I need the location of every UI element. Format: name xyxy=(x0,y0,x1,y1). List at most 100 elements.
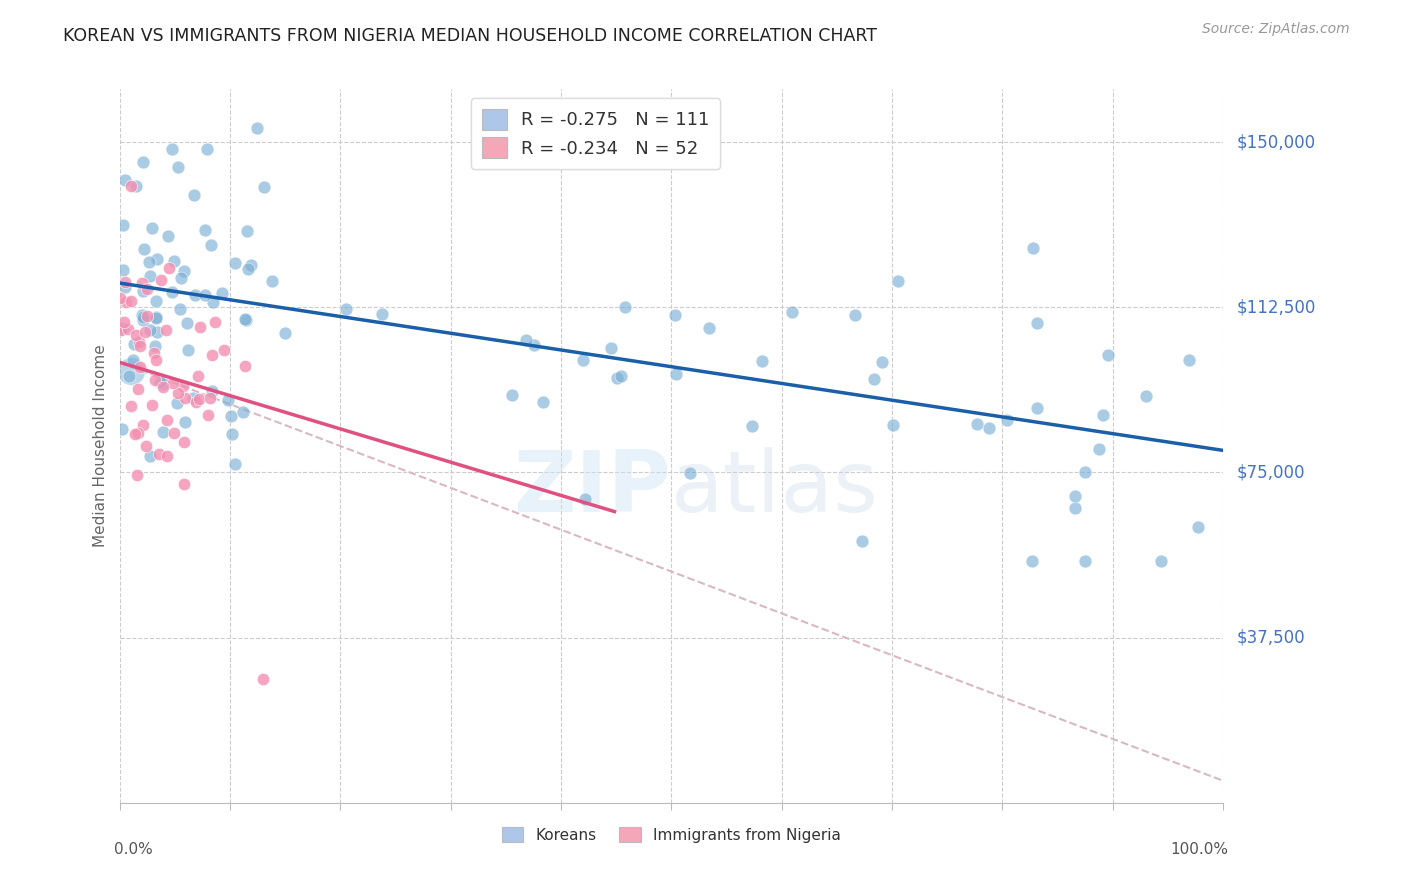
Point xyxy=(574,491,596,506)
Point xyxy=(132,284,155,298)
Point xyxy=(162,376,184,390)
Point xyxy=(212,343,235,357)
Point xyxy=(146,252,169,266)
Point xyxy=(152,425,174,440)
Point xyxy=(141,398,163,412)
Point xyxy=(163,254,186,268)
Point xyxy=(188,320,211,334)
Point xyxy=(1178,353,1201,368)
Point xyxy=(127,426,149,441)
Point xyxy=(246,121,269,136)
Point xyxy=(139,323,162,337)
Point xyxy=(1026,316,1049,330)
Point xyxy=(152,377,174,392)
Point xyxy=(110,323,132,337)
Text: 0.0%: 0.0% xyxy=(114,842,153,857)
Point xyxy=(138,255,160,269)
Point xyxy=(194,287,217,301)
Point xyxy=(177,343,200,357)
Point xyxy=(167,160,190,174)
Point xyxy=(232,405,254,419)
Point xyxy=(600,341,623,355)
Point xyxy=(187,369,209,384)
Point xyxy=(134,325,156,339)
Point xyxy=(157,261,180,276)
Point xyxy=(1063,500,1085,515)
Point xyxy=(128,334,150,349)
Point xyxy=(131,276,153,290)
Point xyxy=(197,142,219,156)
Point xyxy=(201,348,224,362)
Point xyxy=(120,179,142,194)
Point xyxy=(155,323,177,337)
Point xyxy=(127,467,149,482)
Point xyxy=(124,427,146,442)
Point xyxy=(233,359,256,373)
Point xyxy=(741,419,763,434)
Text: $75,000: $75,000 xyxy=(1236,464,1305,482)
Point xyxy=(145,325,167,339)
Point xyxy=(138,449,160,463)
Point xyxy=(523,338,546,352)
Text: KOREAN VS IMMIGRANTS FROM NIGERIA MEDIAN HOUSEHOLD INCOME CORRELATION CHART: KOREAN VS IMMIGRANTS FROM NIGERIA MEDIAN… xyxy=(63,27,877,45)
Point xyxy=(1150,553,1173,567)
Point xyxy=(183,188,205,202)
Point xyxy=(169,302,191,317)
Point xyxy=(572,353,595,368)
Point xyxy=(135,439,157,453)
Point xyxy=(1026,401,1049,415)
Point xyxy=(204,316,226,330)
Point xyxy=(148,375,170,389)
Point xyxy=(782,305,804,319)
Point xyxy=(844,308,866,322)
Point xyxy=(233,311,256,326)
Point xyxy=(886,274,908,288)
Point xyxy=(145,310,167,325)
Point xyxy=(181,392,204,406)
Point xyxy=(166,386,188,401)
Point xyxy=(173,415,195,429)
Point xyxy=(239,258,262,272)
Point xyxy=(120,364,142,378)
Point xyxy=(143,339,166,353)
Point xyxy=(224,458,246,472)
Point xyxy=(173,434,195,449)
Point xyxy=(141,221,163,235)
Point xyxy=(131,308,153,322)
Point xyxy=(172,378,194,392)
Point xyxy=(156,450,179,464)
Point xyxy=(665,367,688,381)
Text: ZIP: ZIP xyxy=(513,447,672,531)
Point xyxy=(160,285,183,299)
Point xyxy=(882,418,904,433)
Point xyxy=(149,273,172,287)
Point xyxy=(221,409,243,423)
Point xyxy=(184,288,207,302)
Point xyxy=(156,413,179,427)
Point xyxy=(606,370,628,384)
Point xyxy=(252,673,274,687)
Point xyxy=(120,294,142,309)
Point xyxy=(128,339,150,353)
Point xyxy=(131,310,153,324)
Point xyxy=(224,256,246,270)
Point xyxy=(610,369,633,384)
Text: $150,000: $150,000 xyxy=(1236,133,1316,151)
Point xyxy=(613,300,636,314)
Point xyxy=(148,447,170,461)
Point xyxy=(110,291,132,305)
Point xyxy=(152,380,174,394)
Point xyxy=(235,224,257,238)
Point xyxy=(862,372,884,386)
Point xyxy=(111,422,134,436)
Point xyxy=(371,307,394,321)
Point xyxy=(211,285,233,300)
Point xyxy=(1135,389,1157,403)
Point xyxy=(125,328,148,343)
Point xyxy=(335,301,357,316)
Point xyxy=(515,333,537,347)
Point xyxy=(122,337,145,351)
Point xyxy=(166,395,188,409)
Text: 100.0%: 100.0% xyxy=(1171,842,1229,857)
Point xyxy=(1187,520,1209,534)
